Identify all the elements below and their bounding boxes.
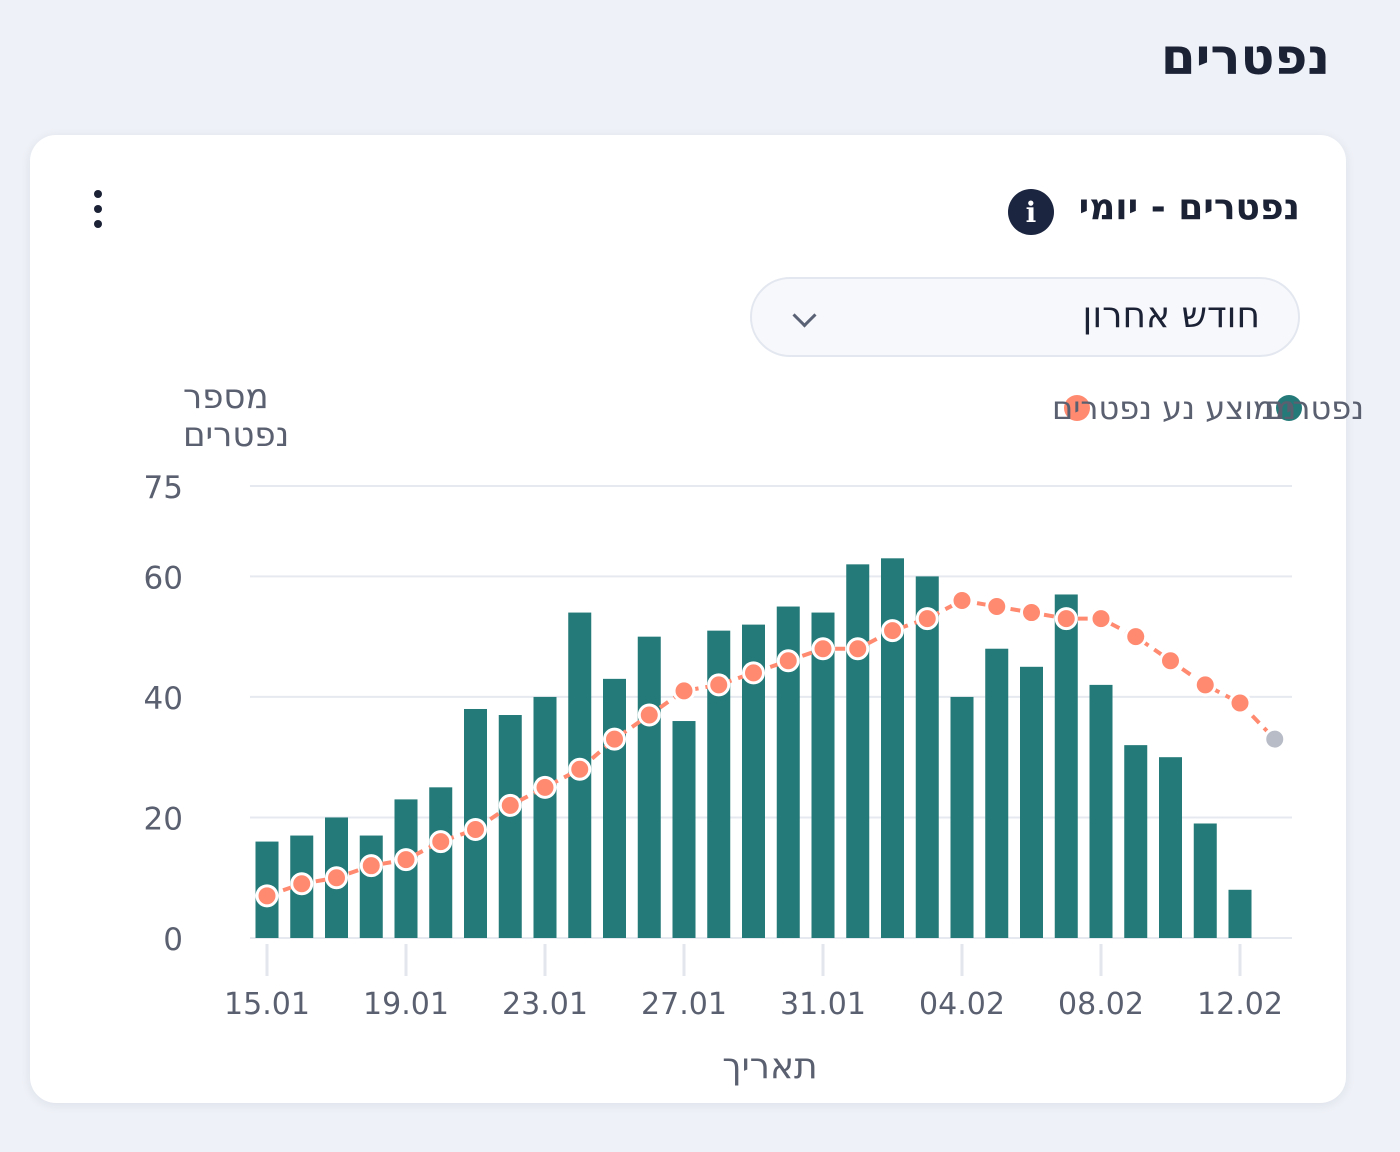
bar[interactable] — [1089, 684, 1113, 938]
moving-average-point[interactable] — [1124, 625, 1148, 649]
bar[interactable] — [672, 721, 696, 938]
bar[interactable] — [811, 612, 835, 938]
moving-average-point[interactable] — [290, 872, 314, 896]
y-tick-label: 20 — [144, 801, 183, 837]
bar[interactable] — [1193, 823, 1217, 938]
moving-average-point[interactable] — [394, 848, 418, 872]
moving-average-point[interactable] — [1263, 727, 1287, 751]
bar[interactable] — [1020, 666, 1043, 938]
gridlines — [250, 485, 1292, 939]
bar[interactable] — [359, 835, 383, 938]
y-tick-label: 60 — [144, 560, 183, 596]
moving-average-point[interactable] — [742, 661, 765, 685]
moving-average-point[interactable] — [776, 649, 800, 673]
moving-average-point[interactable] — [1054, 607, 1078, 631]
moving-average-line — [266, 598, 1277, 898]
bar[interactable] — [915, 576, 939, 938]
moving-average-point[interactable] — [985, 595, 1009, 619]
chart-card: נפטרים - יומי i חודש אחרון — [30, 135, 1346, 1103]
moving-average-point[interactable] — [950, 589, 974, 613]
info-icon[interactable]: i — [1008, 189, 1054, 235]
range-select[interactable]: חודש אחרון — [750, 277, 1300, 357]
x-axis-title: תאריך — [722, 1046, 817, 1087]
moving-average-point[interactable] — [568, 757, 592, 781]
bar[interactable] — [985, 648, 1009, 938]
axis-ticks: 0 20 40 60 75 15.01 19.01 23.01 27.01 31.01 04.02 0… — [144, 470, 1283, 1022]
moving-average-point[interactable] — [672, 679, 696, 703]
y-tick-label: 75 — [144, 470, 183, 506]
bar[interactable] — [950, 696, 974, 938]
bar[interactable] — [1228, 889, 1252, 938]
card-title: נפטרים - יומי — [1078, 187, 1300, 228]
legend-swatch-deaths — [1276, 395, 1302, 421]
bar[interactable] — [881, 558, 904, 938]
moving-average-point[interactable] — [881, 619, 904, 643]
moving-average-point[interactable] — [325, 866, 348, 890]
moving-average-series — [255, 589, 1287, 908]
moving-average-point[interactable] — [846, 637, 870, 661]
bar[interactable] — [429, 787, 453, 938]
moving-average-point[interactable] — [603, 727, 626, 751]
bar[interactable] — [846, 564, 870, 938]
moving-average-point[interactable] — [1228, 691, 1252, 715]
moving-average-point[interactable] — [1159, 649, 1182, 673]
bar[interactable] — [603, 678, 626, 938]
moving-average-point[interactable] — [1193, 673, 1217, 697]
moving-average-point[interactable] — [429, 830, 453, 854]
bar[interactable] — [776, 606, 800, 938]
bar[interactable] — [1124, 745, 1148, 938]
moving-average-point[interactable] — [255, 884, 279, 908]
bar[interactable] — [637, 636, 661, 938]
section-title: נפטרים — [1160, 28, 1330, 86]
moving-average-point[interactable] — [915, 607, 939, 631]
x-tick-label: 04.02 — [919, 987, 1005, 1022]
x-tick-label: 19.01 — [363, 987, 449, 1022]
x-tick-label: 08.02 — [1058, 987, 1144, 1022]
bar[interactable] — [1054, 594, 1078, 938]
moving-average-point[interactable] — [637, 703, 661, 727]
range-select-value: חודש אחרון — [1082, 295, 1260, 336]
bar[interactable] — [707, 630, 731, 938]
moving-average-point[interactable] — [707, 673, 731, 697]
bar[interactable] — [1159, 757, 1182, 938]
moving-average-point[interactable] — [498, 793, 522, 817]
bar[interactable] — [533, 696, 557, 938]
moving-average-point[interactable] — [1089, 607, 1113, 631]
legend-label-moving-average[interactable]: ממוצע נע נפטרים — [1052, 389, 1296, 427]
moving-average-point[interactable] — [533, 775, 557, 799]
y-tick-label: 40 — [144, 681, 183, 717]
x-tick-label: 31.01 — [780, 987, 866, 1022]
kebab-menu-icon[interactable] — [88, 187, 108, 231]
moving-average-point[interactable] — [359, 854, 383, 878]
moving-average-point[interactable] — [464, 818, 487, 842]
legend-label-deaths[interactable]: נפטרים — [1264, 389, 1364, 427]
y-tick-label: 0 — [163, 922, 183, 958]
y-axis-title: מספר נפטרים — [183, 377, 289, 455]
moving-average-point[interactable] — [811, 637, 835, 661]
x-tick-label: 27.01 — [641, 987, 727, 1022]
legend-swatch-moving-average — [1064, 395, 1090, 421]
x-tick-label: 15.01 — [224, 987, 310, 1022]
moving-average-point[interactable] — [1020, 601, 1043, 625]
bar[interactable] — [498, 715, 522, 938]
bar[interactable] — [742, 624, 765, 938]
x-tick-label: 23.01 — [502, 987, 588, 1022]
x-tick-label: 12.02 — [1197, 987, 1283, 1022]
